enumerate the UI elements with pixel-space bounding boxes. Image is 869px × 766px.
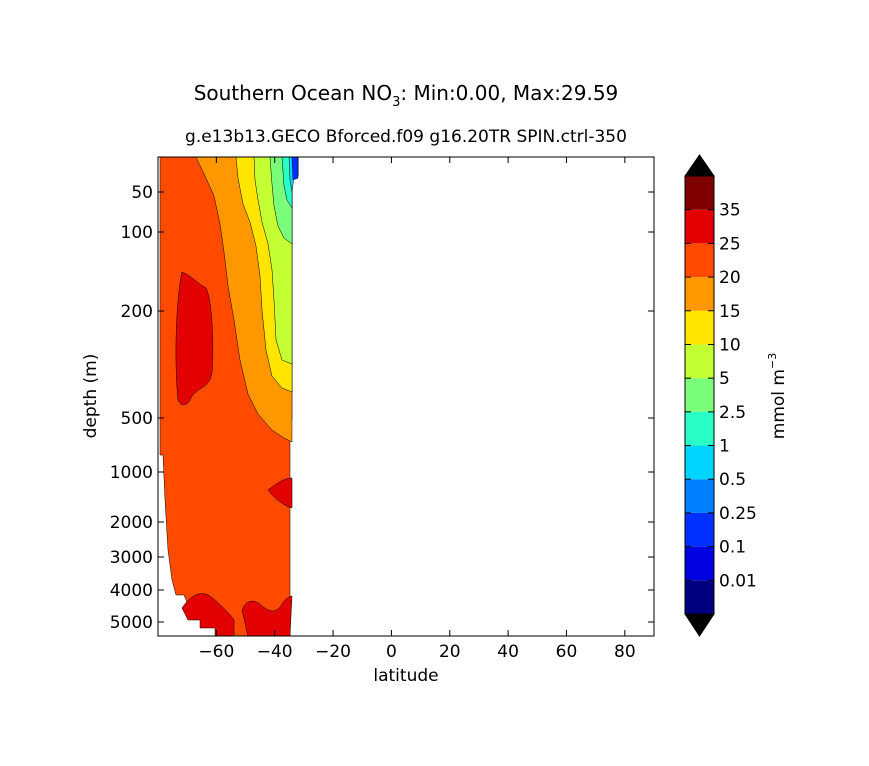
- colorbar-tick-label: 2.5: [719, 403, 746, 423]
- contour-region-0.1-0.25: [291, 157, 299, 181]
- plot-area: −60 −40 −20 0 20 40 60 80 50 100 200 500 1000 2000 30…: [81, 156, 655, 686]
- colorbar-extend-bottom: [684, 613, 715, 637]
- colorbar-tick-label: 5: [719, 369, 730, 389]
- y-axis-label: depth (m): [81, 354, 101, 439]
- colorbar-tick-label: 20: [719, 268, 741, 288]
- colorbar-swatch: [685, 243, 714, 278]
- colorbar-label: mmol m−3: [766, 353, 789, 439]
- colorbar-swatch: [685, 580, 714, 614]
- colorbar-tick-label: 0.01: [719, 571, 757, 591]
- x-tick-label: −60: [198, 642, 234, 662]
- colorbar-tick-label: 25: [719, 234, 741, 254]
- contour-region-25-35-bottom-left: [181, 593, 235, 636]
- y-tick-label: 4000: [110, 581, 153, 601]
- contour-region-25-35-bottom-right: [241, 595, 293, 636]
- colorbar-swatch: [685, 512, 714, 547]
- colorbar-swatch: [685, 546, 714, 581]
- y-tick-label: 2000: [110, 513, 153, 533]
- colorbar-swatch: [685, 411, 714, 446]
- x-tick-label: −40: [257, 642, 293, 662]
- colorbar-tick-label: 35: [719, 201, 741, 221]
- x-tick-label: 0: [386, 642, 397, 662]
- contour-region-25-35-mid: [267, 477, 293, 509]
- contour-region-25-35-upper: [175, 271, 213, 406]
- colorbar-swatch: [685, 479, 714, 513]
- x-tick-label: −20: [315, 642, 351, 662]
- y-tick-label: 50: [131, 183, 153, 203]
- y-tick-label: 500: [121, 409, 153, 429]
- chart-subtitle: g.e13b13.GECO Bforced.f09 g16.20TR SPIN.…: [185, 127, 627, 147]
- colorbar-tick-label: 0.25: [719, 504, 757, 524]
- plot-frame: [157, 156, 655, 637]
- y-tick-label: 5000: [110, 613, 153, 633]
- contour-fill: [159, 157, 299, 636]
- colorbar: 0.01 0.1 0.25 0.5 1 2.5 5 10 15 20 25 35: [684, 154, 757, 637]
- colorbar-tick-label: 15: [719, 302, 741, 322]
- colorbar-swatch: [685, 209, 714, 244]
- y-axis: 50 100 200 500 1000 2000 3000 4000 5000: [110, 183, 654, 633]
- x-tick-label: 40: [497, 642, 519, 662]
- colorbar-swatch: [685, 344, 714, 379]
- colorbar-swatch: [685, 445, 714, 480]
- y-tick-label: 200: [121, 302, 153, 322]
- chart-title: Southern Ocean NO3: Min:0.00, Max:29.59: [194, 81, 619, 110]
- colorbar-tick-label: 1: [719, 437, 730, 457]
- x-tick-label: 80: [614, 642, 636, 662]
- y-tick-label: 1000: [110, 463, 153, 483]
- x-axis: −60 −40 −20 0 20 40 60 80: [198, 157, 636, 662]
- y-tick-label: 3000: [110, 548, 153, 568]
- y-tick-label: 100: [121, 223, 153, 243]
- x-tick-label: 20: [439, 642, 461, 662]
- x-axis-label: latitude: [373, 666, 438, 686]
- colorbar-frame: [684, 175, 715, 615]
- colorbar-tick-label: 10: [719, 335, 741, 355]
- colorbar-tick-label: 0.5: [719, 470, 746, 490]
- colorbar-swatch: [685, 310, 714, 345]
- colorbar-swatch: [685, 378, 714, 412]
- x-tick-label: 60: [556, 642, 578, 662]
- colorbar-swatch: [685, 176, 714, 210]
- colorbar-tick-label: 0.1: [719, 538, 746, 558]
- colorbar-swatch: [685, 277, 714, 311]
- colorbar-extend-top: [684, 154, 715, 177]
